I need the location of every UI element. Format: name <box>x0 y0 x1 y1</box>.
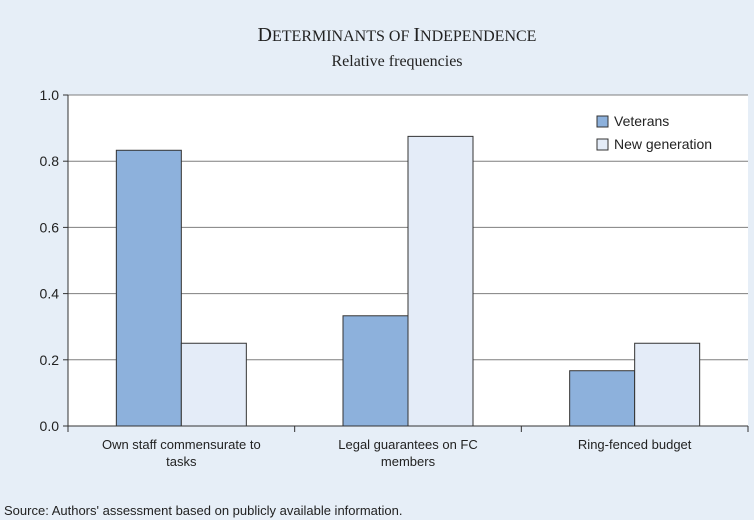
x-tick-label: Own staff commensurate to tasks <box>102 437 261 469</box>
x-tick-label: Legal guarantees on FC members <box>338 437 477 469</box>
y-tick-label: 0.8 <box>40 153 60 169</box>
bar <box>407 135 474 427</box>
legend-label-new-generation: New generation <box>614 136 712 152</box>
bar <box>180 342 247 427</box>
legend-swatch-veterans <box>596 115 609 128</box>
y-tick-label: 0.4 <box>40 286 60 302</box>
bar <box>569 370 636 427</box>
y-tick-labels: 0.0 0.2 0.4 0.6 0.8 1.0 <box>40 87 68 434</box>
legend: Veterans New generation <box>596 113 712 152</box>
x-tick-label: Ring-fenced budget <box>578 437 692 452</box>
y-tick-label: 0.2 <box>40 352 60 368</box>
legend-swatch-new-generation <box>596 138 609 151</box>
category-labels: Own staff commensurate to tasks Legal guar… <box>102 437 692 469</box>
y-tick-label: 0.6 <box>40 219 60 235</box>
chart-title: DETERMINANTS OF INDEPENDENCE <box>258 24 537 46</box>
bar <box>342 315 409 427</box>
source-note: Source: Authors' assessment based on pub… <box>4 503 402 518</box>
bar <box>115 149 182 427</box>
legend-label-veterans: Veterans <box>614 113 669 129</box>
y-tick-label: 1.0 <box>40 87 60 103</box>
chart-subtitle: Relative frequencies <box>331 53 462 70</box>
axes <box>67 95 749 432</box>
y-tick-label: 0.0 <box>40 418 60 434</box>
bars <box>115 135 701 427</box>
bar <box>634 342 701 427</box>
